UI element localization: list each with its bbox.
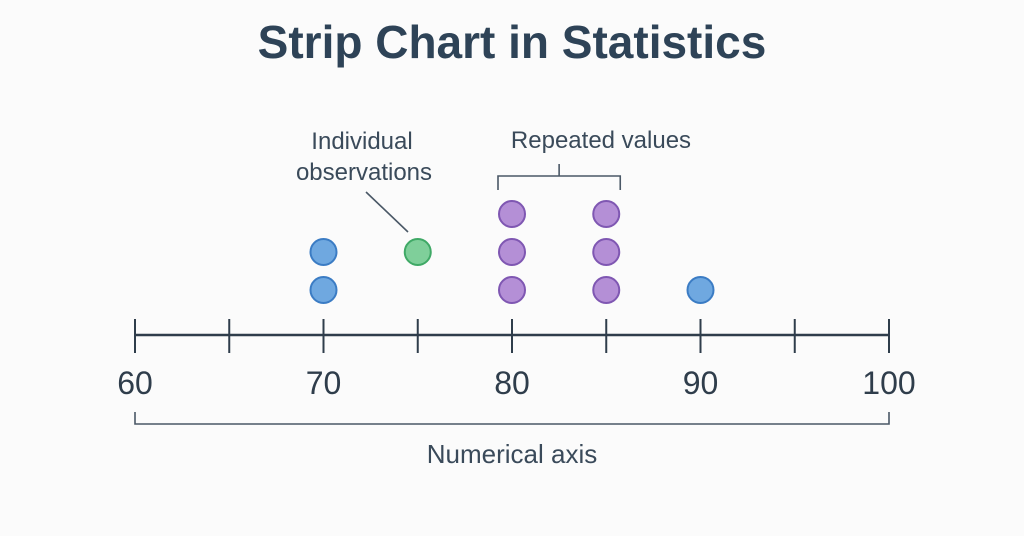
data-point-9	[592, 200, 621, 228]
data-point-6	[498, 200, 526, 228]
annotation-repeated-label: Repeated values	[511, 127, 691, 154]
x-axis-ticks	[134, 319, 890, 353]
data-point-5	[498, 238, 526, 266]
x-axis-caption: Numerical axis	[427, 439, 598, 469]
data-point-3	[403, 238, 432, 266]
tick-label-70: 70	[306, 365, 342, 401]
annotation-repeated-bracket	[497, 164, 622, 190]
data-points	[309, 200, 715, 304]
tick-label-60: 60	[117, 365, 153, 401]
data-point-2	[309, 238, 338, 266]
data-point-10	[686, 276, 715, 304]
tick-label-90: 90	[683, 365, 719, 401]
annotation-pointer-line	[365, 191, 409, 233]
data-point-1	[309, 276, 338, 304]
tick-label-80: 80	[494, 365, 530, 401]
x-axis-tick-labels: 60 70 80 90 100	[117, 365, 915, 401]
tick-label-100: 100	[862, 365, 915, 401]
data-point-8	[592, 238, 621, 266]
chart-title: Strip Chart in Statistics	[258, 16, 767, 68]
data-point-7	[592, 276, 621, 304]
axis-caption-bracket	[134, 412, 890, 425]
annotation-individual-line1: Individual	[311, 128, 412, 155]
data-point-4	[498, 276, 526, 304]
annotation-individual-line2: observations	[296, 159, 432, 186]
